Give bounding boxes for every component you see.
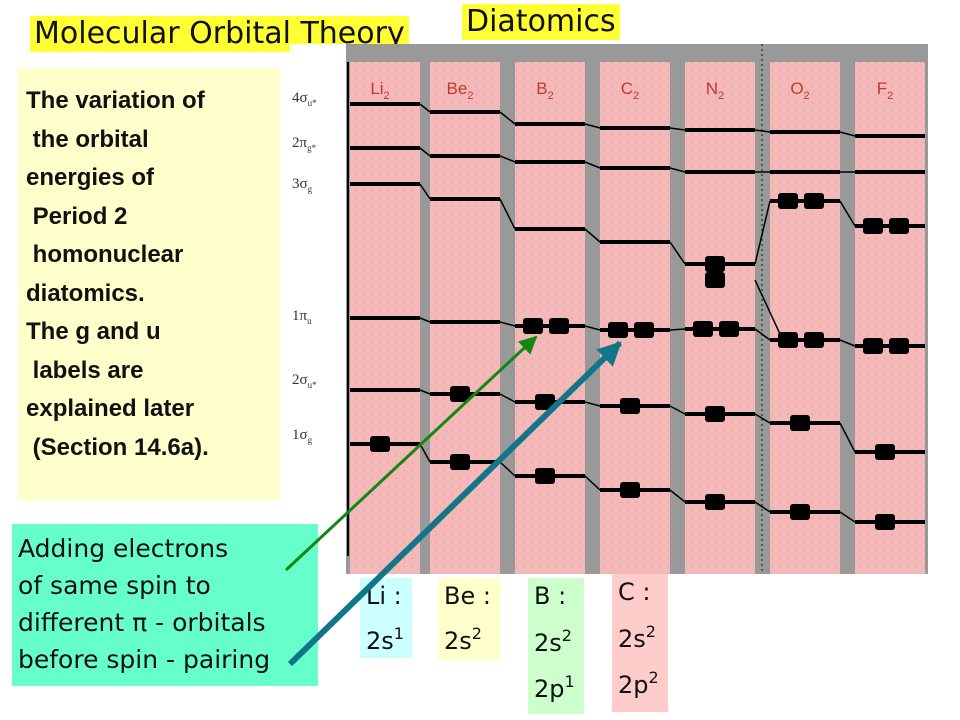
electron-pair [608,322,628,338]
electron-pair [535,394,555,410]
config-c: C : 2s2 2p2 [612,574,668,712]
level-connector [584,161,601,169]
level-connector [499,321,516,327]
level-connector [669,328,686,331]
arrow-to-c2-pi [287,340,623,667]
config-line: 2s2 [618,622,656,653]
crossing-line [754,279,781,335]
level-connector [839,200,856,227]
config-b: B : 2s2 2p1 [528,578,584,714]
level-connector [754,200,771,265]
level-connector [669,405,686,415]
level-connector [419,389,431,395]
config-label: C : [618,578,651,606]
electron-pair [705,256,725,272]
electron-pair [705,272,725,288]
level-connector [839,131,856,137]
column-texture [855,62,925,574]
electron-pair [620,398,640,414]
config-label: Be : [444,582,491,610]
description-panel: The variation of the orbital energies of… [18,68,280,500]
level-connector [584,475,601,491]
column-texture [685,62,755,574]
molecule-label-be2: Be2 [447,79,474,102]
orbital-label-3sg: 3σg [292,176,313,194]
level-connector [499,111,516,125]
level-connector [839,339,856,347]
arrow-to-b2-pi [284,335,538,572]
electron-pair [370,436,390,452]
level-connector [499,393,516,403]
column-texture [430,62,500,574]
level-connector [754,129,771,133]
electron-pair [693,321,713,337]
electron-pair [804,193,824,209]
electron-pair [634,322,654,338]
electron-pair [778,332,798,348]
config-line: 2s2 [534,626,572,657]
level-connector [419,443,431,463]
electron-pair [535,468,555,484]
electron-pair [790,504,810,520]
level-connector [419,147,431,157]
column-texture [770,62,840,574]
electron-pair [778,193,798,209]
level-connector [499,198,516,230]
level-connector [584,325,601,331]
note-box: Adding electrons of same spin to differe… [12,524,318,686]
level-connector [754,501,771,513]
level-connector [584,123,601,129]
level-connector [754,328,771,341]
electron-pair [450,386,470,402]
electron-pair [889,338,909,354]
level-connector [584,228,601,243]
electron-pair [863,218,883,234]
level-connector [839,422,856,453]
level-connector [754,413,771,424]
description-text: The variation of the orbital energies of… [26,87,209,461]
electron-pair [549,318,569,334]
config-line: 2p1 [534,672,575,703]
level-connector [669,167,686,173]
level-connector [499,461,516,477]
level-connector [669,241,686,265]
electron-pair [705,406,725,422]
level-connector [499,155,516,163]
orbital-label-1pu: 1πu [292,308,312,326]
level-connector [669,489,686,503]
electron-pair [863,338,883,354]
config-label: B : [534,582,567,610]
note-text: Adding electrons of same spin to differe… [18,534,271,674]
level-connector [584,401,601,407]
electron-pair [804,332,824,348]
electron-pair [889,218,909,234]
level-connector [419,317,431,323]
electron-pair [705,494,725,510]
config-line: 2s2 [444,624,482,655]
electron-pair [875,444,895,460]
level-connector [839,511,856,523]
electron-pair [875,514,895,530]
electron-pair [523,318,543,334]
page-title: Molecular Orbital Theory [30,16,409,52]
page-subtitle: Diatomics [462,4,620,40]
config-be: Be : 2s2 [438,578,500,660]
electron-pair [620,482,640,498]
level-connector [419,183,431,200]
level-connector [419,103,431,113]
config-line: 2p2 [618,668,659,699]
electron-pair [719,321,739,337]
config-line: 2s1 [366,624,404,655]
electron-pair [790,415,810,431]
electron-pair [450,454,470,470]
orbital-label-1sg: 1σg [292,427,313,445]
level-connector [669,127,686,131]
